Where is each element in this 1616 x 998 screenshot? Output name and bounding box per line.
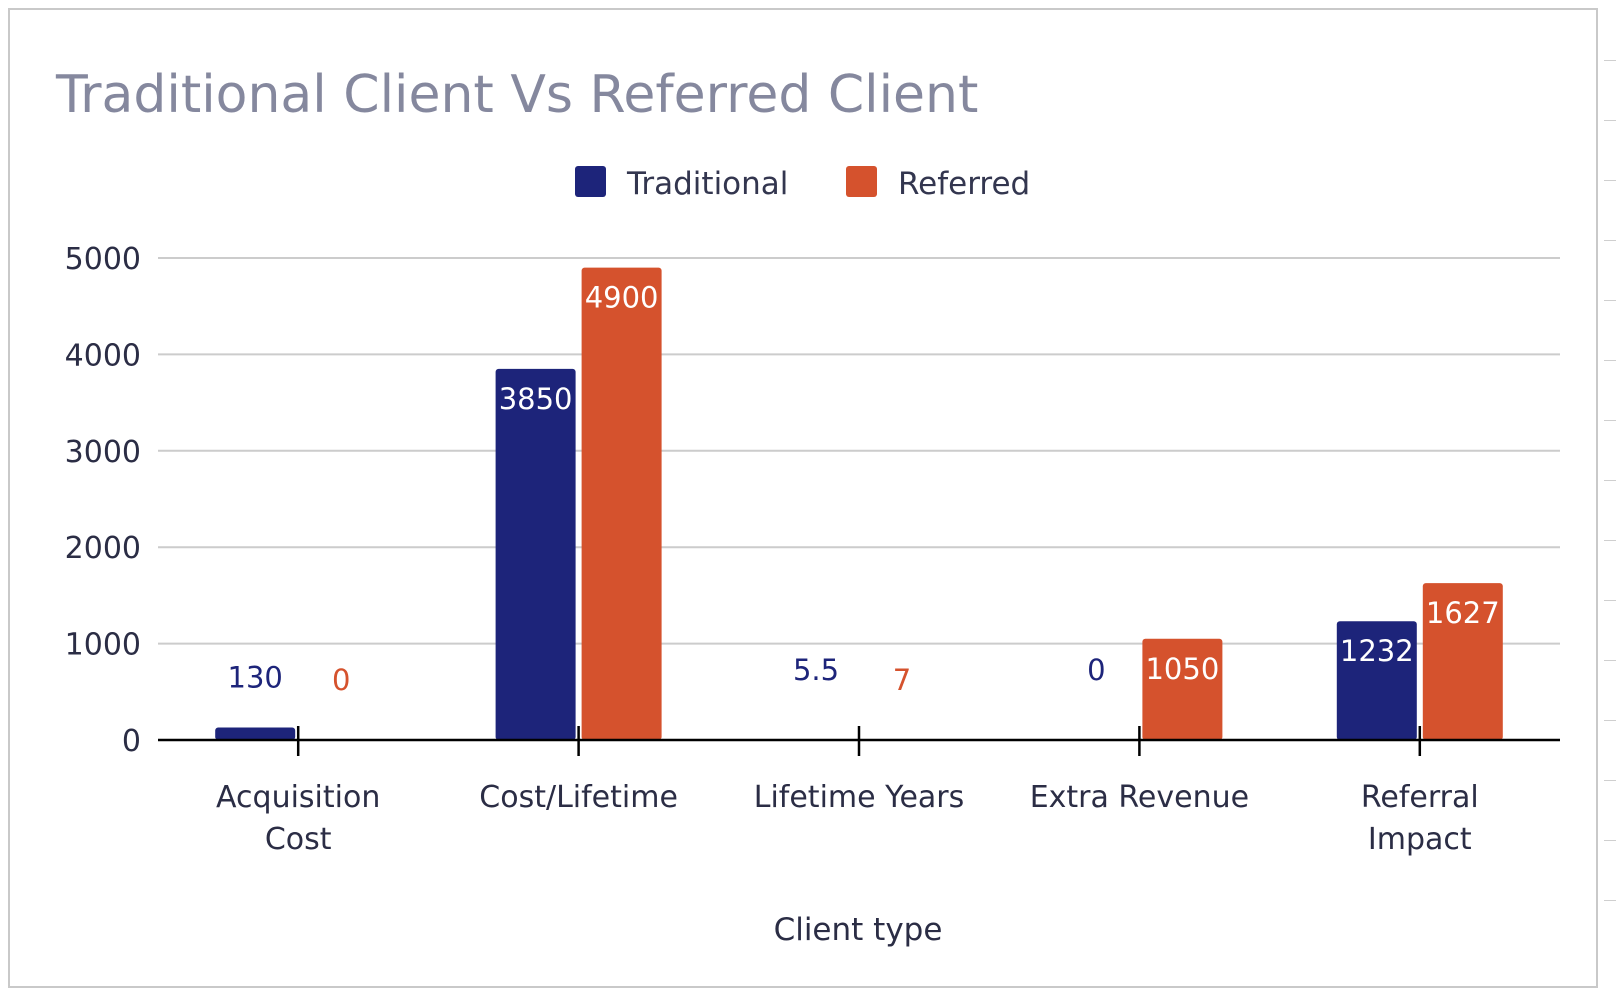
x-tick-label: Lifetime Years: [754, 780, 965, 815]
data-label-referred: 0: [332, 663, 350, 697]
legend-label-referred: Referred: [898, 166, 1030, 202]
bar-traditional: [495, 368, 576, 740]
x-tick-label: Referral Impact: [1361, 780, 1479, 857]
legend-label-traditional: Traditional: [626, 166, 788, 202]
data-label-referred: 7: [893, 663, 911, 697]
x-tick-label: Acquisition Cost: [216, 780, 380, 857]
category-labels: Acquisition Cost Cost/Lifetime Lifetime Yea…: [216, 780, 1479, 857]
bar-referred: [1142, 638, 1223, 740]
bar-traditional: [1336, 621, 1417, 740]
y-tick-label: 1000: [65, 628, 141, 663]
x-tick-label: Cost/Lifetime: [479, 780, 678, 815]
legend-swatch-traditional: [575, 166, 606, 197]
y-tick-label: 0: [122, 724, 141, 759]
x-axis: [158, 726, 1560, 756]
x-tick-label: Extra Revenue: [1030, 780, 1249, 815]
bars: [215, 267, 1503, 740]
chart-title: Traditional Client Vs Referred Client: [55, 65, 978, 125]
data-labels: 130 0 3850 4900 5.5 7 0 1050 1232 1627: [228, 281, 1500, 697]
y-tick-label: 2000: [65, 531, 141, 566]
legend-swatch-referred: [846, 166, 877, 197]
legend: Traditional Referred: [575, 166, 1030, 202]
bar-traditional: [215, 727, 296, 740]
y-tick-label: 3000: [65, 435, 141, 470]
data-label-traditional: 0: [1087, 653, 1105, 687]
data-label-traditional: 5.5: [793, 653, 839, 687]
data-label-referred: 1627: [1426, 596, 1500, 630]
data-label-referred: 4900: [585, 281, 659, 315]
data-label-referred: 1050: [1145, 652, 1219, 686]
data-label-traditional: 1232: [1340, 634, 1414, 668]
x-axis-title: Client type: [774, 912, 943, 948]
bar-referred: [1422, 583, 1503, 740]
data-label-traditional: 3850: [499, 382, 573, 416]
chart-frame: [8, 8, 1598, 988]
y-axis-ticks: 0 1000 2000 3000 4000 5000: [65, 242, 141, 759]
sheet-edge-marks: [1600, 0, 1616, 998]
gridlines: [158, 257, 1560, 645]
data-label-traditional: 130: [228, 660, 283, 694]
y-tick-label: 4000: [65, 338, 141, 373]
bar-referred: [581, 267, 662, 740]
y-tick-label: 5000: [65, 242, 141, 277]
